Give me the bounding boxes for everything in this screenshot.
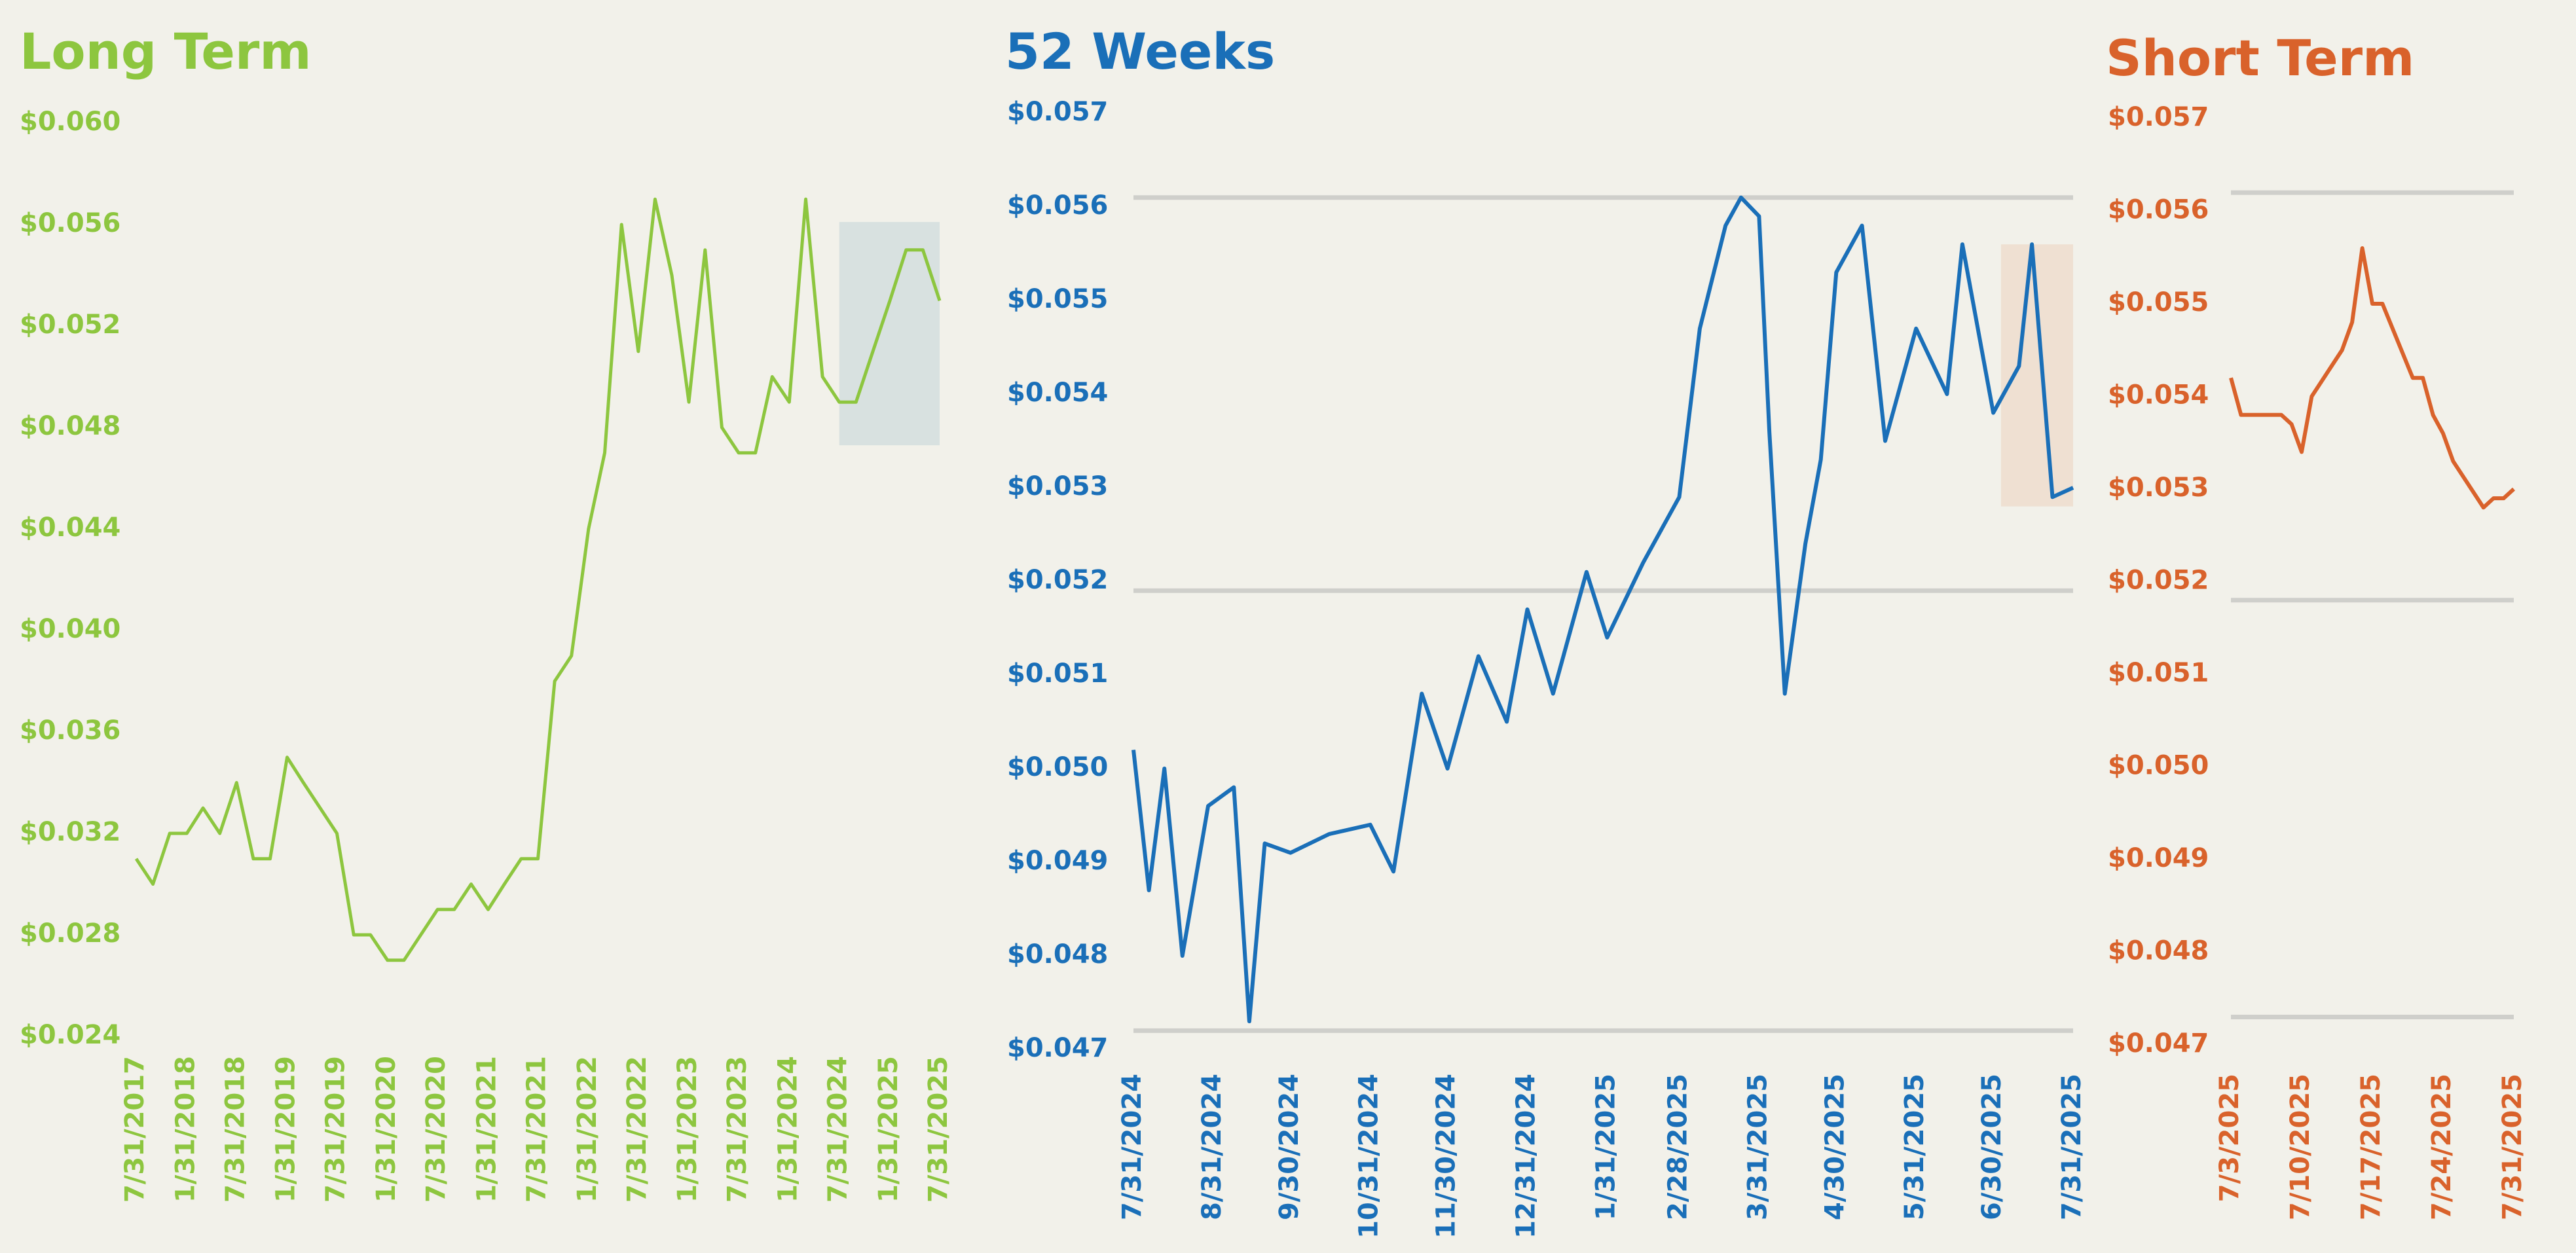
x-tick-label: 5/31/2025 (1900, 1074, 1930, 1220)
y-tick-label: $0.032 (20, 817, 120, 847)
y-tick-label: $0.051 (2108, 658, 2209, 688)
y-tick-label: $0.057 (1007, 97, 1108, 127)
y-tick-label: $0.044 (20, 513, 120, 543)
y-tick-label: $0.050 (1007, 752, 1108, 782)
x-tick-label: 7/31/2025 (2057, 1074, 2087, 1220)
x-tick-label: 4/30/2025 (1820, 1074, 1850, 1220)
price-line (134, 197, 942, 962)
x-tick-label: 7/31/2023 (722, 1056, 752, 1203)
y-tick-label: $0.055 (2108, 287, 2209, 318)
y-tick-label: $0.049 (1007, 846, 1108, 876)
x-tick-label: 2/28/2025 (1663, 1074, 1693, 1220)
x-tick-label: 7/31/2025 (923, 1056, 953, 1203)
x-tick-label: 1/31/2025 (1591, 1074, 1621, 1220)
y-tick-label: $0.040 (20, 614, 120, 644)
x-tick-label: 8/31/2024 (1197, 1074, 1227, 1220)
y-tick-label: $0.047 (1007, 1033, 1108, 1063)
x-tick-label: 6/30/2025 (1977, 1074, 2007, 1220)
x-tick-label: 7/31/2024 (1117, 1074, 1147, 1220)
x-tick-label: 7/24/2025 (2427, 1074, 2457, 1220)
y-tick-label: $0.036 (20, 716, 120, 746)
x-tick-label: 7/31/2020 (421, 1056, 451, 1203)
x-tick-label: 3/31/2025 (1742, 1074, 1773, 1220)
y-tick-label: $0.060 (20, 107, 120, 137)
chart-title: Long Term (20, 22, 312, 81)
y-tick-label: $0.049 (2108, 843, 2209, 873)
price-line (2229, 246, 2516, 510)
y-tick-label: $0.047 (2108, 1028, 2209, 1059)
y-tick-label: $0.048 (2108, 936, 2209, 966)
y-tick-label: $0.055 (1007, 284, 1108, 314)
y-tick-label: $0.048 (20, 411, 120, 441)
y-tick-label: $0.052 (20, 310, 120, 340)
x-tick-label: 1/31/2019 (271, 1056, 301, 1203)
chart-title: Short Term (2106, 29, 2414, 87)
y-tick-label: $0.024 (20, 1020, 120, 1050)
y-tick-label: $0.052 (1007, 565, 1108, 595)
x-tick-label: 1/31/2020 (371, 1056, 401, 1203)
y-tick-label: $0.053 (2108, 473, 2209, 503)
x-tick-label: 7/31/2025 (2497, 1074, 2528, 1220)
y-tick-label: $0.054 (1007, 378, 1108, 408)
x-tick-label: 12/31/2024 (1511, 1074, 1541, 1239)
y-tick-label: $0.048 (1007, 939, 1108, 970)
x-tick-label: 9/30/2024 (1274, 1074, 1304, 1220)
x-tick-label: 7/31/2024 (823, 1056, 853, 1203)
y-tick-label: $0.054 (2108, 380, 2209, 410)
x-tick-label: 11/30/2024 (1431, 1074, 1462, 1239)
x-tick-label: 1/31/2024 (773, 1056, 803, 1203)
x-tick-label: 1/31/2021 (471, 1056, 502, 1203)
chart-title: 52 Weeks (1005, 22, 1275, 81)
highlight-range (839, 222, 940, 446)
price-line (1132, 195, 2074, 1024)
y-tick-label: $0.056 (2108, 195, 2209, 225)
x-tick-label: 1/31/2025 (874, 1056, 904, 1203)
x-tick-label: 7/31/2019 (321, 1056, 351, 1203)
y-tick-label: $0.051 (1007, 659, 1108, 689)
x-tick-label: 1/31/2023 (672, 1056, 703, 1203)
x-tick-label: 7/3/2025 (2215, 1074, 2245, 1202)
x-tick-label: 10/31/2024 (1354, 1074, 1384, 1239)
x-tick-label: 7/31/2018 (220, 1056, 250, 1203)
x-tick-label: 1/31/2022 (572, 1056, 602, 1203)
x-tick-label: 7/17/2025 (2356, 1074, 2386, 1220)
x-tick-label: 7/31/2022 (622, 1056, 652, 1203)
y-tick-label: $0.056 (1007, 191, 1108, 221)
x-tick-label: 1/31/2018 (170, 1056, 200, 1203)
x-tick-label: 7/31/2021 (522, 1056, 552, 1203)
y-tick-label: $0.053 (1007, 471, 1108, 501)
x-tick-label: 7/31/2017 (120, 1056, 150, 1203)
y-tick-label: $0.056 (20, 208, 120, 238)
y-tick-label: $0.050 (2108, 751, 2209, 781)
y-tick-label: $0.052 (2108, 566, 2209, 596)
y-tick-label: $0.028 (20, 918, 120, 949)
y-tick-label: $0.057 (2108, 102, 2209, 132)
x-tick-label: 7/10/2025 (2285, 1074, 2315, 1220)
